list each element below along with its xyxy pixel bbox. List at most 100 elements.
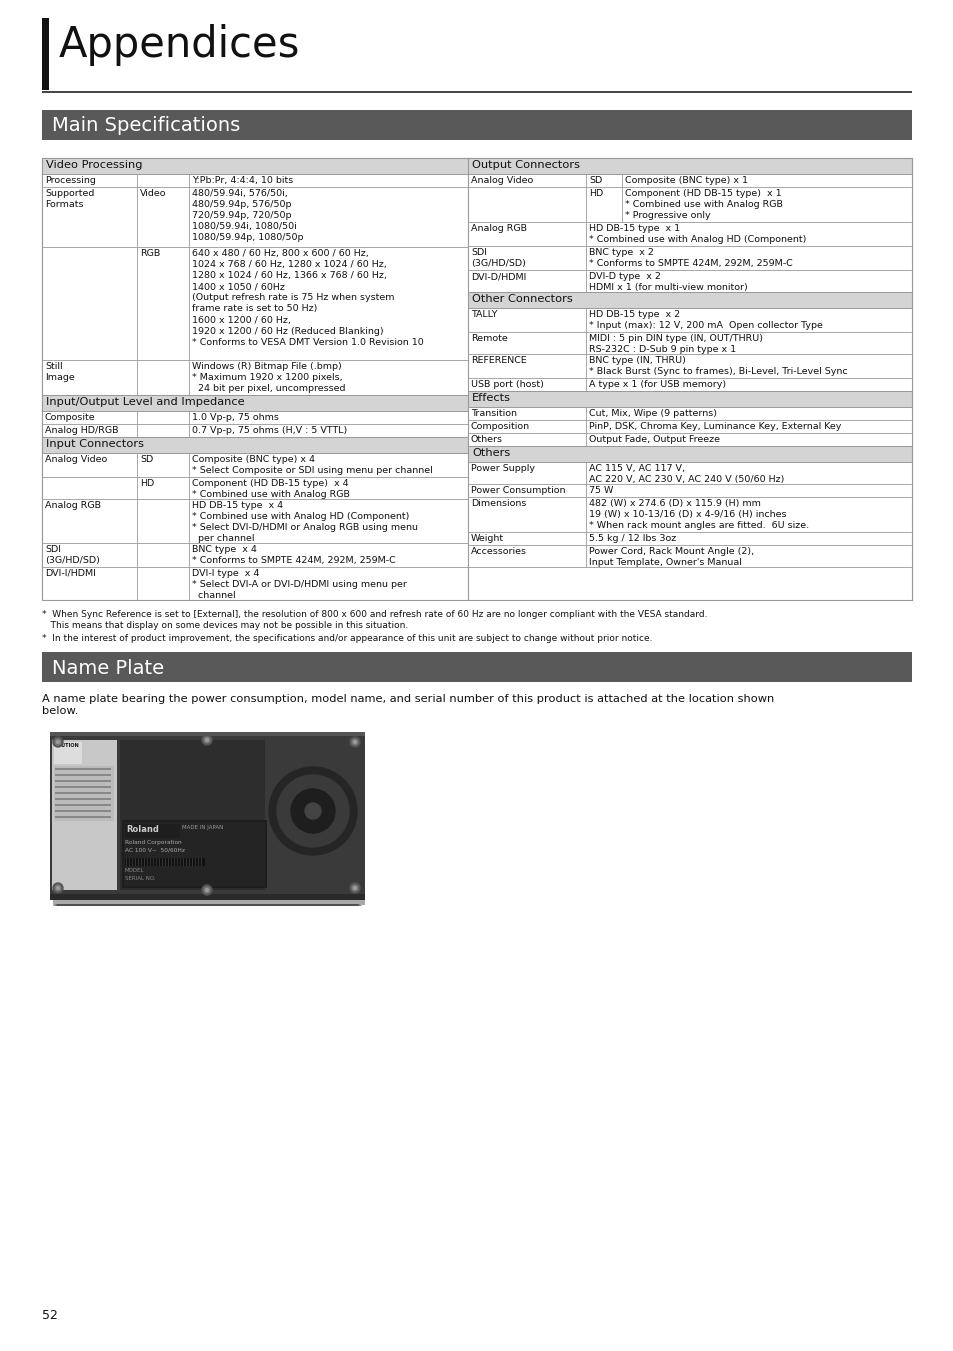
Text: Power Supply: Power Supply <box>471 463 535 473</box>
Bar <box>141 858 142 866</box>
Text: MADE IN JAPAN: MADE IN JAPAN <box>182 825 223 830</box>
Bar <box>124 821 265 886</box>
Bar <box>42 543 468 567</box>
Bar <box>129 858 131 866</box>
Text: HD DB-15 type  x 2
* Input (max): 12 V, 200 mA  Open collector Type: HD DB-15 type x 2 * Input (max): 12 V, 2… <box>588 309 822 330</box>
Circle shape <box>352 885 357 892</box>
Bar <box>42 477 468 499</box>
Bar <box>132 858 133 866</box>
Text: Component (HD DB-15 type)  x 4
* Combined use with Analog RGB: Component (HD DB-15 type) x 4 * Combined… <box>192 480 350 499</box>
Text: This means that display on some devices may not be possible in this situation.: This means that display on some devices … <box>42 621 408 630</box>
Bar <box>468 292 911 308</box>
Circle shape <box>354 740 356 743</box>
Bar <box>468 462 911 484</box>
Circle shape <box>55 739 61 744</box>
Bar <box>173 858 175 866</box>
Text: Roland: Roland <box>126 825 159 834</box>
Bar <box>186 858 188 866</box>
Text: Analog Video: Analog Video <box>471 176 533 185</box>
Circle shape <box>56 886 59 889</box>
Circle shape <box>56 740 59 743</box>
Bar <box>42 247 468 359</box>
Bar <box>192 858 193 866</box>
Text: Remote: Remote <box>471 334 507 343</box>
Bar <box>180 858 181 866</box>
Circle shape <box>53 884 63 893</box>
Text: Output Fade, Output Freeze: Output Fade, Output Freeze <box>588 435 720 444</box>
Bar <box>152 858 154 866</box>
Bar <box>52 740 117 890</box>
Circle shape <box>202 735 212 744</box>
Text: Analog RGB: Analog RGB <box>45 501 101 509</box>
Bar <box>55 804 111 805</box>
Circle shape <box>205 889 209 892</box>
Bar <box>42 436 468 453</box>
Text: A name plate bearing the power consumption, model name, and serial number of thi: A name plate bearing the power consumpti… <box>42 694 774 716</box>
Bar <box>165 858 167 866</box>
Text: Analog RGB: Analog RGB <box>471 224 526 232</box>
Bar <box>468 434 911 446</box>
Bar <box>468 544 911 567</box>
Bar <box>138 858 139 866</box>
Bar <box>53 900 365 905</box>
Text: Accessories: Accessories <box>471 547 526 557</box>
Text: Composite (BNC type) x 1: Composite (BNC type) x 1 <box>624 176 747 185</box>
Text: Analog Video: Analog Video <box>45 455 107 463</box>
Bar <box>156 858 157 866</box>
Bar <box>468 270 911 292</box>
Text: Name Plate: Name Plate <box>52 659 164 678</box>
Text: TALLY: TALLY <box>471 309 497 319</box>
Text: MODEL: MODEL <box>125 867 144 873</box>
Bar <box>54 904 360 907</box>
Text: MIDI : 5 pin DIN type (IN, OUT/THRU)
RS-232C : D-Sub 9 pin type x 1: MIDI : 5 pin DIN type (IN, OUT/THRU) RS-… <box>588 334 762 354</box>
Bar <box>55 816 111 817</box>
Bar <box>42 174 468 186</box>
Text: SDI
(3G/HD/SD): SDI (3G/HD/SD) <box>471 249 525 267</box>
Text: *  When Sync Reference is set to [External], the resolution of 800 x 600 and ref: * When Sync Reference is set to [Externa… <box>42 611 707 619</box>
Bar <box>126 858 128 866</box>
Text: USB port (host): USB port (host) <box>471 380 543 389</box>
Bar <box>50 732 365 736</box>
Text: Supported
Formats: Supported Formats <box>45 189 94 209</box>
Bar <box>468 532 911 544</box>
Bar <box>125 858 205 866</box>
Circle shape <box>350 884 359 893</box>
Circle shape <box>204 888 210 893</box>
Circle shape <box>350 738 359 747</box>
Bar <box>468 308 911 332</box>
Bar <box>194 858 196 866</box>
Bar <box>50 894 365 900</box>
Text: AC 100 V~  50/60Hz: AC 100 V~ 50/60Hz <box>125 848 185 852</box>
Text: Composition: Composition <box>471 422 530 431</box>
Text: Power Consumption: Power Consumption <box>471 486 565 494</box>
Bar <box>468 222 911 246</box>
Bar <box>468 186 911 222</box>
Text: DVI-I type  x 4
* Select DVI-A or DVI-D/HDMI using menu per
  channel: DVI-I type x 4 * Select DVI-A or DVI-D/H… <box>192 569 406 600</box>
Bar <box>42 186 468 247</box>
Bar <box>50 732 365 900</box>
Text: REFERENCE: REFERENCE <box>471 357 526 365</box>
Text: Still
Image: Still Image <box>45 362 74 382</box>
Bar <box>42 567 468 600</box>
Bar <box>468 407 911 420</box>
Text: BNC type  x 2
* Conforms to SMPTE 424M, 292M, 259M-C: BNC type x 2 * Conforms to SMPTE 424M, 2… <box>588 249 792 267</box>
Text: CAUTION: CAUTION <box>55 743 80 748</box>
Text: Cut, Mix, Wipe (9 patterns): Cut, Mix, Wipe (9 patterns) <box>588 409 717 417</box>
Text: Others: Others <box>471 435 502 444</box>
Text: 0.7 Vp-p, 75 ohms (H,V : 5 VTTL): 0.7 Vp-p, 75 ohms (H,V : 5 VTTL) <box>192 426 347 435</box>
Bar <box>468 484 911 497</box>
Bar <box>201 858 202 866</box>
Text: BNC type (IN, THRU)
* Black Burst (Sync to frames), Bi-Level, Tri-Level Sync: BNC type (IN, THRU) * Black Burst (Sync … <box>588 357 846 376</box>
Text: SD: SD <box>140 455 153 463</box>
Bar <box>198 858 199 866</box>
Bar <box>55 798 111 800</box>
Text: Video Processing: Video Processing <box>46 159 142 170</box>
Text: DVI-D type  x 2
HDMI x 1 (for multi-view monitor): DVI-D type x 2 HDMI x 1 (for multi-view … <box>588 272 747 292</box>
Circle shape <box>276 775 349 847</box>
Bar <box>150 858 152 866</box>
Text: 75 W: 75 W <box>588 486 613 494</box>
Circle shape <box>202 885 212 894</box>
Text: SERIAL NO.: SERIAL NO. <box>125 875 155 881</box>
Text: 5.5 kg / 12 lbs 3oz: 5.5 kg / 12 lbs 3oz <box>588 534 676 543</box>
Bar <box>147 858 149 866</box>
